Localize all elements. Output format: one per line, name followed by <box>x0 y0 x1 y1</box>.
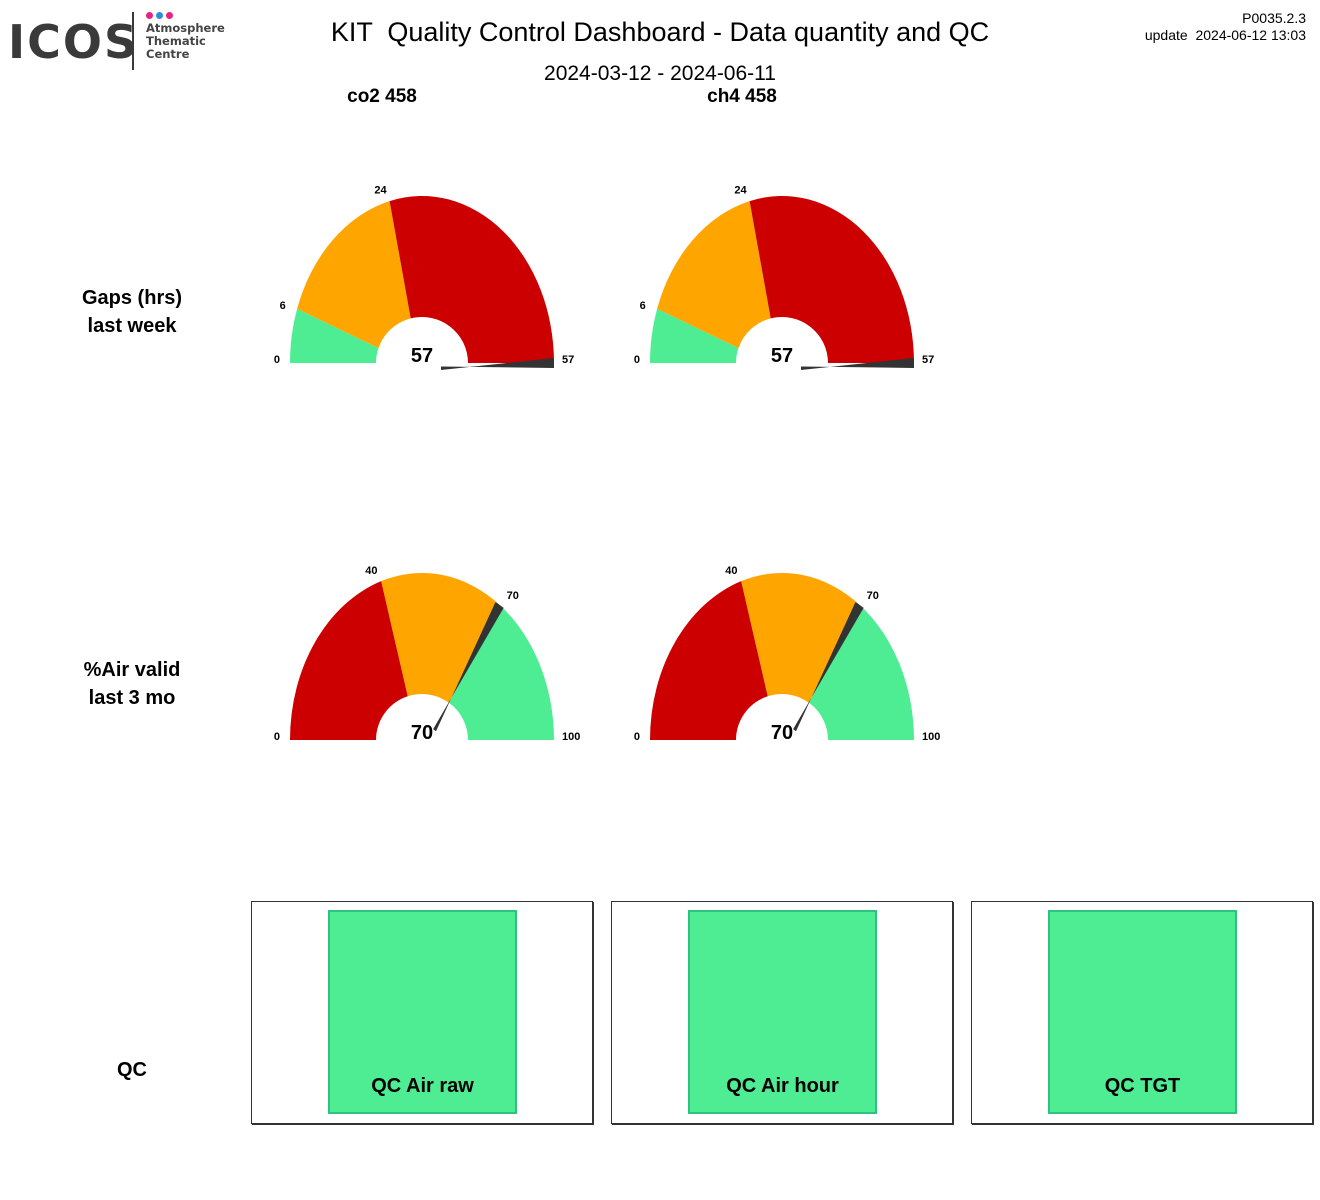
qc-tile-frame: QC TGT <box>971 901 1313 1124</box>
logo-line: Centre <box>146 47 190 61</box>
logo-divider <box>132 12 134 70</box>
qc-tile-frame: QC Air raw <box>251 901 593 1124</box>
gauge-tick-label: 6 <box>640 300 646 312</box>
gauge-band-green <box>290 308 379 363</box>
gauge-band-red <box>749 196 914 363</box>
gauge-tick-label: 40 <box>365 565 377 577</box>
gauge-tick-label: 6 <box>280 300 286 312</box>
logo-dot <box>166 12 173 19</box>
gauge-band-red <box>389 195 554 363</box>
gauge-tick-label: 57 <box>922 354 934 366</box>
gauge-band-green <box>650 308 739 363</box>
logo-dot <box>146 12 153 19</box>
qc-tile-frame: QC Air hour <box>611 901 953 1124</box>
qc-tgt-indicator: QC TGT <box>1048 910 1237 1114</box>
row-label-qc: QC <box>117 1059 147 1081</box>
logo-line: Thematic <box>146 34 206 48</box>
gauge-value-label: 70 <box>771 722 793 744</box>
gauge-tick-label: 100 <box>922 731 940 743</box>
gauge-tick-label: 100 <box>562 731 580 743</box>
gauge-band-green <box>809 604 914 740</box>
version-info: P0035.2.3 update 2024-06-12 13:03 <box>1145 10 1306 44</box>
gauge-value-label: 57 <box>411 345 433 367</box>
logo-dot <box>156 12 163 19</box>
row-label-line: last week <box>87 315 177 337</box>
gauge-tick-label: 70 <box>867 590 879 602</box>
qc-label: QC Air raw <box>371 1075 474 1097</box>
gauge-tick-label: 40 <box>725 565 737 577</box>
logo-wordmark: ICOS <box>8 15 140 69</box>
date-range: 2024-03-12 - 2024-06-11 <box>544 62 776 85</box>
gauge-value-label: 57 <box>771 345 793 367</box>
row-label-line: Gaps (hrs) <box>81 287 183 309</box>
row-label-gaps: Gaps (hrs) last week <box>32 284 232 340</box>
gauge-band-red <box>650 581 768 740</box>
gauge-band-orange <box>741 573 860 703</box>
gauge-value-label: 70 <box>411 722 433 744</box>
row-label-line: %Air valid <box>83 659 181 681</box>
version-number: P0035.2.3 <box>1242 10 1306 26</box>
column-header-ch4: ch4 458 <box>707 86 777 107</box>
gauge-band-orange <box>657 201 771 349</box>
row-label-air-valid: %Air valid last 3 mo <box>32 656 232 712</box>
qc-label: QC TGT <box>1104 1075 1181 1097</box>
gauge-needle <box>793 601 864 732</box>
gauge-needle <box>441 358 554 370</box>
gauge-tick-label: 24 <box>374 184 387 196</box>
logo-subtitle: Atmosphere Thematic Centre <box>146 22 236 61</box>
logo-dots <box>146 12 173 20</box>
logo-line: Atmosphere <box>146 21 225 35</box>
gauge-tick-label: 0 <box>274 354 280 366</box>
qc-air-raw-indicator: QC Air raw <box>328 910 517 1114</box>
gauge-needle <box>433 601 504 732</box>
gauge-tick-label: 0 <box>634 354 640 366</box>
gauge-band-red <box>290 581 408 740</box>
column-header-co2: co2 458 <box>347 86 417 107</box>
gauge-band-orange <box>297 201 411 349</box>
gauge-tick-label: 70 <box>507 590 519 602</box>
gauge-band-orange <box>381 573 500 703</box>
row-label-line: last 3 mo <box>88 687 176 709</box>
qc-air-hour-indicator: QC Air hour <box>688 910 877 1114</box>
qc-label: QC Air hour <box>726 1075 839 1097</box>
gauge-tick-label: 0 <box>634 731 640 743</box>
gauge-tick-label: 24 <box>734 184 747 196</box>
gauge-tick-label: 0 <box>274 731 280 743</box>
gauge-tick-label: 57 <box>562 354 574 366</box>
page-title: KIT Quality Control Dashboard - Data qua… <box>330 17 990 47</box>
icos-logo: ICOS Atmosphere Thematic Centre <box>8 10 228 74</box>
update-timestamp: update 2024-06-12 13:03 <box>1144 27 1306 43</box>
gauge-needle <box>801 358 914 370</box>
gauge-band-green <box>449 604 554 740</box>
